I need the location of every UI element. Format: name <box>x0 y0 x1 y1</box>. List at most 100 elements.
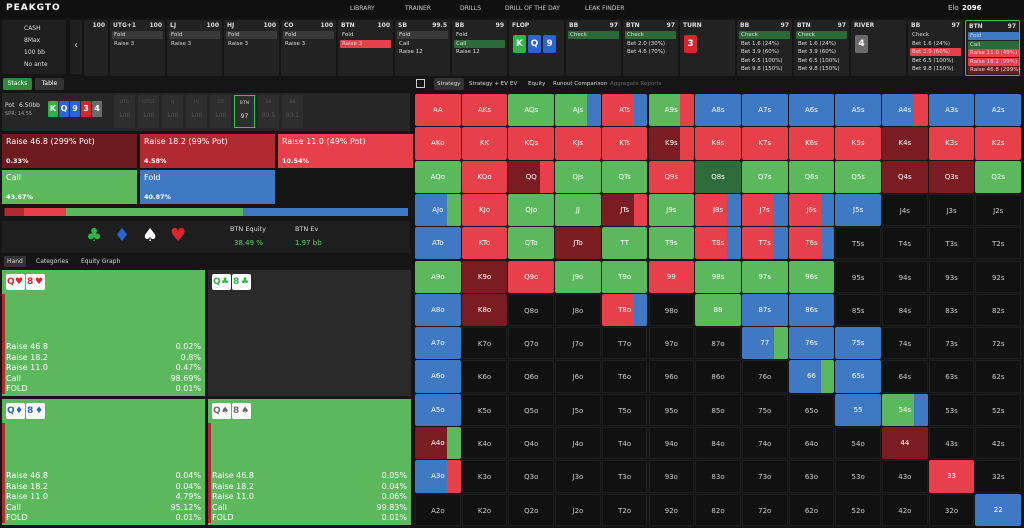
nav-item[interactable]: LIBRARY <box>350 5 375 12</box>
hand-cell[interactable]: J7s <box>741 193 788 227</box>
hand-cell[interactable]: 93s <box>928 260 975 293</box>
action-card[interactable]: BB 97 Check <box>566 20 621 76</box>
hand-cell[interactable]: ATo <box>415 227 461 260</box>
nav-arrow[interactable]: ‹ <box>70 20 82 74</box>
hand-cell[interactable]: Q5o <box>508 393 555 426</box>
hand-cell[interactable]: 54o <box>835 427 881 460</box>
suit-filter[interactable]: ♣ <box>86 225 103 246</box>
hand-cell[interactable]: KQs <box>508 127 555 160</box>
hand-cell[interactable]: A5s <box>835 94 881 127</box>
hand-cell[interactable]: AQo <box>415 160 461 193</box>
hand-cell[interactable]: QJo <box>508 193 555 227</box>
hand-cell[interactable]: 96s <box>788 260 835 293</box>
hand-cell[interactable]: J7o <box>555 327 601 360</box>
hand-cell[interactable]: J6s <box>788 193 835 227</box>
hand-cell[interactable]: Q6o <box>508 360 555 393</box>
hand-cell[interactable]: K7o <box>461 327 508 360</box>
toolbar-icon[interactable] <box>416 79 425 88</box>
hand-tab[interactable]: Hand <box>4 256 26 267</box>
hand-cell[interactable]: 43o <box>882 460 928 493</box>
hand-cell[interactable]: 76s <box>788 327 835 360</box>
hand-cell[interactable]: QJs <box>555 160 601 193</box>
hand-cell[interactable]: A2o <box>415 493 461 526</box>
hand-cell[interactable]: T3o <box>601 460 648 493</box>
toolbar-tab[interactable]: Equity <box>528 81 546 87</box>
hand-cell[interactable]: 92o <box>648 493 695 526</box>
hand-cell[interactable]: A3o <box>415 460 461 493</box>
action-card[interactable]: 100 <box>84 20 108 76</box>
hand-cell[interactable]: K9s <box>648 127 695 160</box>
hand-cell[interactable]: AKo <box>415 127 461 160</box>
hand-cell[interactable]: 75s <box>835 327 881 360</box>
hand-cell[interactable]: J3o <box>555 460 601 493</box>
hand-cell[interactable]: T4s <box>882 227 928 260</box>
action-card[interactable]: HJ 100 Fold Raise 3 <box>224 20 279 76</box>
seat[interactable]: BB 93.1 <box>282 95 303 128</box>
hand-cell[interactable]: J9o <box>555 260 601 293</box>
hand-cell[interactable]: 52s <box>975 393 1022 426</box>
hand-cell[interactable]: 85s <box>835 293 881 327</box>
hand-cell[interactable]: 83o <box>695 460 741 493</box>
hand-cell[interactable]: T9o <box>601 260 648 293</box>
hand-cell[interactable]: 22 <box>975 493 1022 526</box>
hand-cell[interactable]: 96o <box>648 360 695 393</box>
hand-cell[interactable]: J2o <box>555 493 601 526</box>
hand-cell[interactable]: T7s <box>741 227 788 260</box>
hand-cell[interactable]: T4o <box>601 427 648 460</box>
hand-tab[interactable]: Categories <box>36 258 69 265</box>
hand-cell[interactable]: KQo <box>461 160 508 193</box>
nav-item[interactable]: LEAK FINDER <box>585 5 625 12</box>
hand-cell[interactable]: 43s <box>928 427 975 460</box>
hand-cell[interactable]: T6s <box>788 227 835 260</box>
hand-cell[interactable]: 95o <box>648 393 695 426</box>
hand-cell[interactable]: 86s <box>788 293 835 327</box>
hand-cell[interactable]: Q2o <box>508 493 555 526</box>
hand-cell[interactable]: 85o <box>695 393 741 426</box>
hand-cell[interactable]: 73s <box>928 327 975 360</box>
action-box[interactable]: Call 43.67% <box>2 170 137 204</box>
seat[interactable]: BTN 97 <box>234 95 255 128</box>
hand-cell[interactable]: K7s <box>741 127 788 160</box>
hand-cell[interactable]: Q9o <box>508 260 555 293</box>
street-card[interactable]: TURN 3 <box>680 20 735 76</box>
hand-cell[interactable]: K8o <box>461 293 508 327</box>
seat[interactable]: HJ 100 <box>186 95 207 128</box>
hand-cell[interactable]: J8s <box>695 193 741 227</box>
action-card[interactable]: SB 99.5 Fold Call Raise 12 <box>395 20 450 76</box>
hand-cell[interactable]: 98o <box>648 293 695 327</box>
nav-item[interactable]: TRAINER <box>405 5 431 12</box>
tab[interactable]: Stacks <box>3 78 32 90</box>
hand-cell[interactable]: KTs <box>601 127 648 160</box>
hand-cell[interactable]: QTs <box>601 160 648 193</box>
hand-cell[interactable]: 86o <box>695 360 741 393</box>
hand-cell[interactable]: 44 <box>882 427 928 460</box>
hand-cell[interactable]: JJ <box>555 193 601 227</box>
action-box[interactable]: Raise 46.8 (299% Pot) 0.33% <box>2 134 137 168</box>
hand-cell[interactable]: A6o <box>415 360 461 393</box>
hand-cell[interactable]: 88 <box>695 293 741 327</box>
street-card[interactable]: RIVER 4 <box>851 20 906 76</box>
suit-filter[interactable]: ♠ <box>142 225 159 246</box>
hand-cell[interactable]: Q8o <box>508 293 555 327</box>
hand-cell[interactable]: T7o <box>601 327 648 360</box>
hand-cell[interactable]: A3s <box>928 94 975 127</box>
hand-cell[interactable]: J5s <box>835 193 881 227</box>
action-box[interactable]: Fold 40.87% <box>140 170 275 204</box>
hand-cell[interactable]: J9s <box>648 193 695 227</box>
hand-cell[interactable]: T3s <box>928 227 975 260</box>
seat[interactable]: LJ 100 <box>162 95 183 128</box>
hand-cell[interactable]: Q7s <box>741 160 788 193</box>
hand-cell[interactable]: J5o <box>555 393 601 426</box>
hand-cell[interactable]: Q7o <box>508 327 555 360</box>
action-card[interactable]: BTN 100 Fold Raise 3 <box>338 20 393 76</box>
hand-cell[interactable]: A6s <box>788 94 835 127</box>
hand-cell[interactable]: 87s <box>741 293 788 327</box>
hand-cell[interactable]: 93o <box>648 460 695 493</box>
hand-cell[interactable]: 77 <box>741 327 788 360</box>
hand-cell[interactable]: K2s <box>975 127 1022 160</box>
hand-cell[interactable]: J4s <box>882 193 928 227</box>
hand-cell[interactable]: K8s <box>695 127 741 160</box>
hand-cell[interactable]: 82s <box>975 293 1022 327</box>
hand-cell[interactable]: JTs <box>601 193 648 227</box>
hand-cell[interactable]: J8o <box>555 293 601 327</box>
